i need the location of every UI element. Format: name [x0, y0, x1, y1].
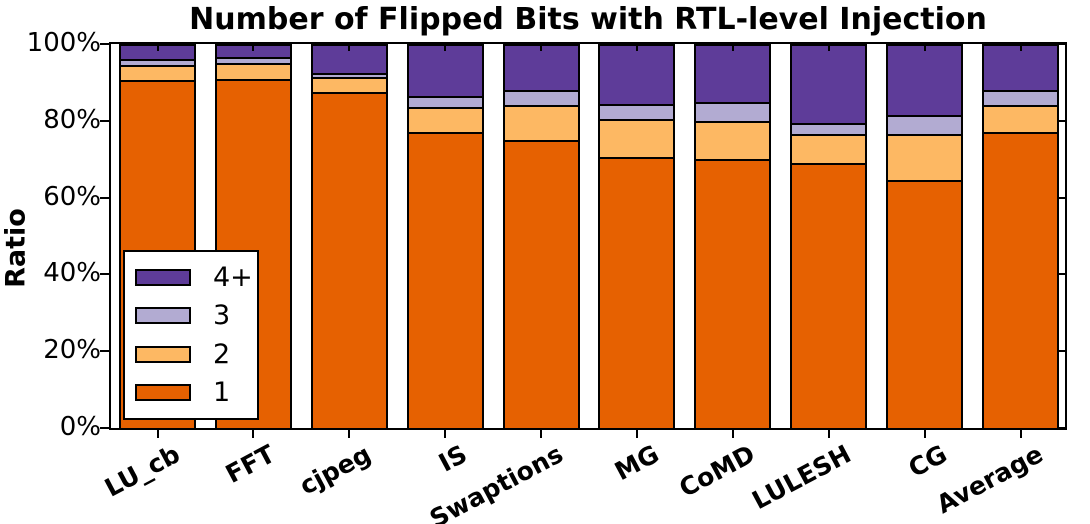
- bar-segment-Average-3: [984, 90, 1057, 106]
- bottom-tick-IS: [444, 430, 447, 438]
- legend-entry-3: 3: [135, 302, 257, 329]
- bar-segment-LULESH-4+: [792, 44, 866, 123]
- bar-IS: [406, 44, 484, 428]
- legend-swatch-3: [135, 307, 191, 325]
- bar-segment-IS-2: [408, 107, 482, 133]
- bar-segment-LU_cb-2: [121, 65, 194, 81]
- bar-segment-LULESH-2: [792, 134, 866, 164]
- bar-segment-CG-4+: [888, 44, 962, 116]
- bar-cjpeg: [310, 44, 388, 428]
- legend-swatch-2: [135, 345, 191, 363]
- bar-segment-CoMD-4+: [696, 44, 770, 102]
- top-tick-LU_cb: [156, 44, 159, 51]
- top-tick-IS: [444, 44, 447, 51]
- bar-segment-IS-4+: [408, 44, 482, 96]
- bar-segment-MG-4+: [600, 44, 674, 104]
- y-tick-label-80%: 80%: [43, 104, 101, 135]
- top-tick-Average: [1019, 44, 1022, 51]
- y-tick-left-0%: [100, 427, 109, 429]
- bar-Swaptions: [502, 44, 580, 428]
- bottom-tick-FFT: [252, 430, 255, 438]
- chart-title: Number of Flipped Bits with RTL-level In…: [189, 2, 987, 37]
- y-tick-right-0%: [1057, 427, 1065, 429]
- bar-CG: [886, 44, 964, 428]
- legend-label-1: 1: [213, 377, 231, 409]
- legend-swatch-4+: [135, 268, 191, 286]
- y-tick-label-0%: 0%: [59, 412, 101, 442]
- y-tick-left-100%: [100, 43, 109, 45]
- plot-area: 4+ 3 2 1: [109, 42, 1067, 430]
- bar-segment-LU_cb-3: [121, 59, 194, 66]
- top-tick-cjpeg: [348, 44, 351, 51]
- bottom-tick-Swaptions: [540, 430, 543, 438]
- bar-segment-cjpeg-2: [312, 76, 386, 92]
- bar-segment-MG-2: [600, 118, 674, 158]
- legend-label-3: 3: [213, 300, 231, 332]
- legend-swatch-1: [135, 384, 191, 402]
- bottom-tick-cjpeg: [348, 430, 351, 438]
- top-tick-FFT: [252, 44, 255, 51]
- bar-LULESH: [790, 44, 868, 428]
- y-tick-label-20%: 20%: [43, 335, 101, 366]
- legend-entry-2: 2: [135, 341, 257, 368]
- bottom-tick-MG: [635, 430, 638, 438]
- bar-segment-Swaptions-3: [504, 90, 578, 106]
- legend-entry-1: 1: [135, 379, 257, 406]
- bar-segment-CG-2: [888, 134, 962, 181]
- top-tick-LULESH: [827, 44, 830, 51]
- y-tick-label-60%: 60%: [43, 181, 101, 212]
- top-tick-CG: [923, 44, 926, 51]
- bar-CoMD: [694, 44, 772, 428]
- bar-MG: [598, 44, 676, 428]
- bar-segment-MG-1: [600, 157, 674, 428]
- bar-segment-CG-1: [888, 180, 962, 428]
- bottom-tick-CoMD: [731, 430, 734, 438]
- top-tick-Swaptions: [540, 44, 543, 51]
- y-tick-label-100%: 100%: [26, 28, 101, 58]
- bar-segment-MG-3: [600, 103, 674, 119]
- bottom-tick-LULESH: [827, 430, 830, 438]
- bar-segment-FFT-2: [216, 63, 290, 79]
- y-tick-right-60%: [1057, 196, 1065, 199]
- y-tick-label-40%: 40%: [43, 258, 101, 289]
- bar-segment-Swaptions-2: [504, 105, 578, 140]
- bar-segment-FFT-3: [216, 57, 290, 64]
- bottom-tick-CG: [923, 430, 926, 438]
- legend-label-4+: 4+: [213, 261, 253, 293]
- y-tick-left-80%: [100, 119, 109, 122]
- y-tick-left-60%: [100, 196, 109, 199]
- y-tick-right-80%: [1057, 119, 1065, 122]
- legend-entry-4+: 4+: [135, 264, 257, 291]
- top-tick-MG: [635, 44, 638, 51]
- bar-segment-cjpeg-3: [312, 72, 386, 77]
- legend: 4+ 3 2 1: [123, 250, 259, 420]
- bar-segment-Swaptions-1: [504, 140, 578, 428]
- bar-segment-CoMD-1: [696, 159, 770, 428]
- bar-segment-IS-1: [408, 132, 482, 428]
- bottom-tick-LU_cb: [156, 430, 159, 438]
- bar-segment-LULESH-3: [792, 122, 866, 135]
- legend-label-2: 2: [213, 338, 231, 370]
- bar-segment-LULESH-1: [792, 163, 866, 428]
- y-tick-right-40%: [1057, 273, 1065, 276]
- bar-segment-Average-2: [984, 105, 1057, 133]
- bar-segment-CoMD-2: [696, 120, 770, 160]
- bar-segment-IS-3: [408, 95, 482, 108]
- y-tick-left-40%: [100, 273, 109, 276]
- bar-segment-Average-1: [984, 132, 1057, 428]
- bar-Average: [982, 44, 1059, 428]
- bar-segment-cjpeg-1: [312, 92, 386, 428]
- y-tick-right-20%: [1057, 350, 1065, 353]
- bottom-tick-Average: [1019, 430, 1022, 438]
- y-tick-left-20%: [100, 350, 109, 353]
- bar-segment-CoMD-3: [696, 101, 770, 121]
- bar-segment-CG-3: [888, 115, 962, 135]
- y-tick-right-100%: [1057, 43, 1065, 45]
- top-tick-CoMD: [731, 44, 734, 51]
